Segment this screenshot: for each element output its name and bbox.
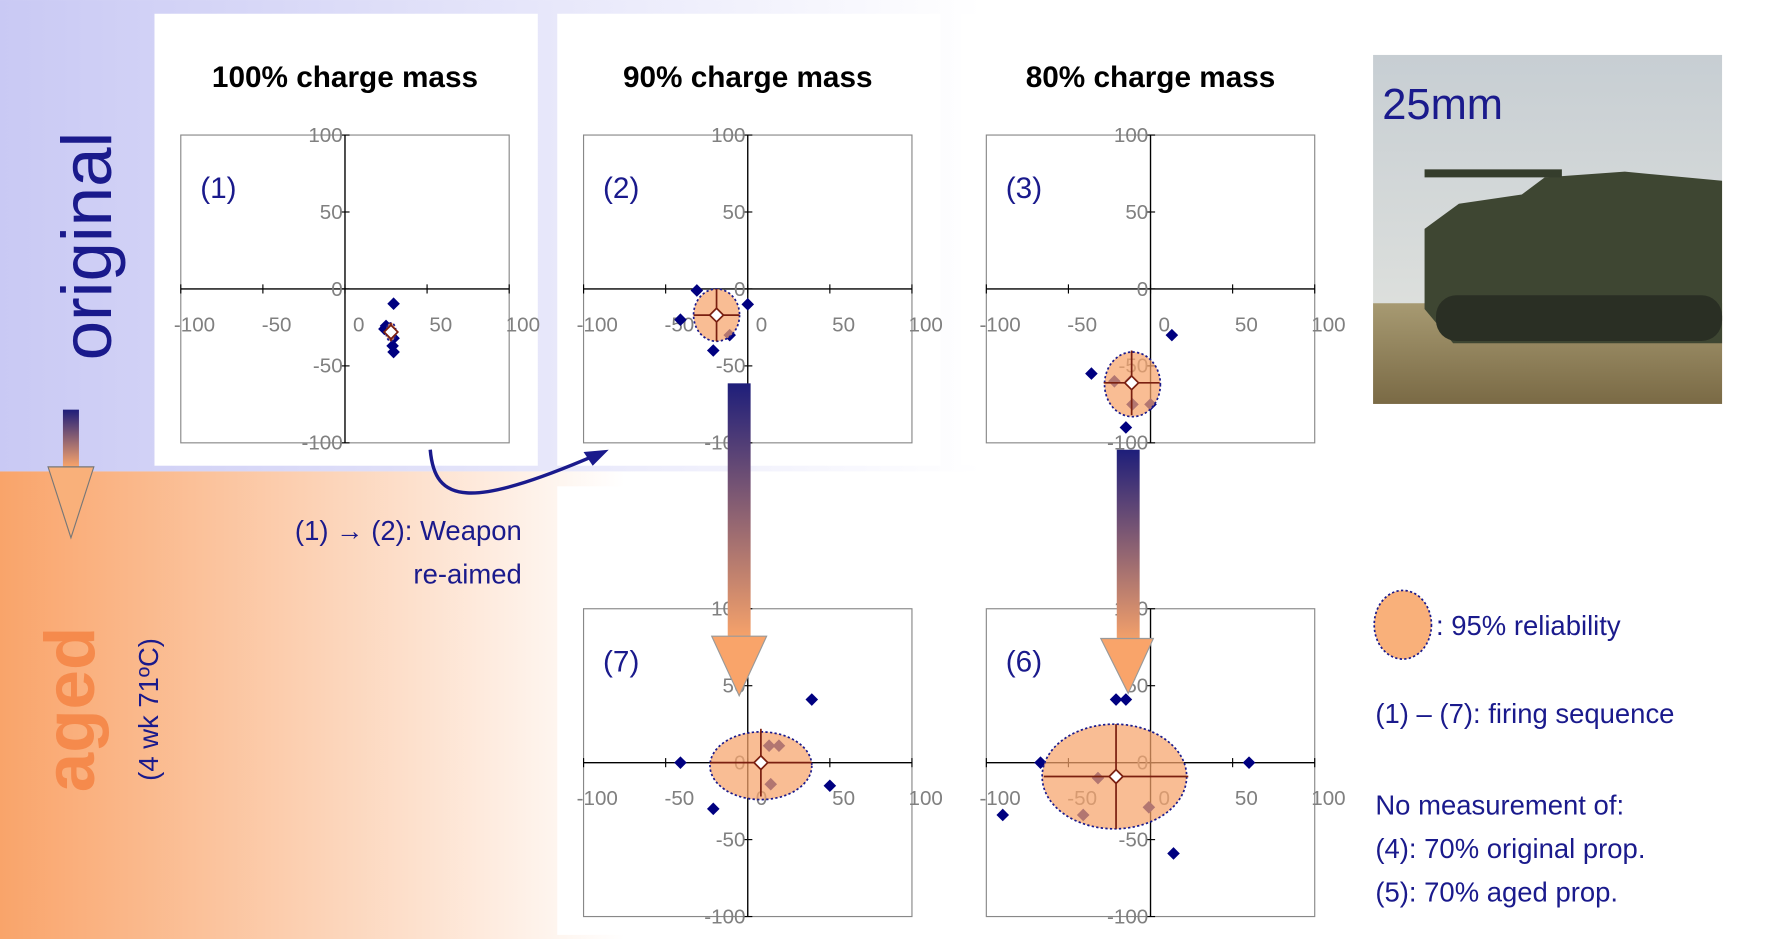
photo-label: 25mm: [1382, 81, 1503, 129]
x-tick-label: 100: [1311, 313, 1345, 336]
x-tick-label: -50: [262, 313, 292, 336]
x-tick-label: -50: [1067, 313, 1097, 336]
y-tick-label: 100: [308, 124, 342, 147]
annotation: (3): [1006, 172, 1042, 205]
arrow: [63, 410, 79, 467]
arrow: [728, 383, 751, 640]
y-tick-label: -50: [716, 828, 746, 851]
x-tick-label: -100: [577, 313, 618, 336]
legend-text: : 95% reliability: [1436, 610, 1621, 641]
y-tick-label: -50: [313, 355, 343, 378]
annotation: (7): [603, 646, 639, 679]
note-text: No measurement of:: [1375, 790, 1624, 821]
y-tick-label: -100: [302, 432, 343, 455]
y-tick-label: -100: [704, 905, 745, 928]
x-tick-label: 100: [506, 313, 540, 336]
chart-title: 90% charge mass: [623, 61, 873, 94]
x-tick-label: 100: [1311, 787, 1345, 810]
y-tick-label: 100: [1114, 124, 1148, 147]
x-tick-label: 50: [1235, 787, 1258, 810]
reaim-text: (1) → (2): Weapon: [295, 515, 522, 546]
arrow: [1117, 450, 1140, 645]
x-tick-label: -100: [979, 787, 1020, 810]
legend-ellipse: [1374, 590, 1431, 659]
note-text: (5): 70% aged prop.: [1375, 877, 1618, 908]
x-tick-label: 100: [909, 787, 943, 810]
y-tick-label: -50: [716, 355, 746, 378]
x-tick-label: 100: [909, 313, 943, 336]
x-tick-label: 50: [832, 787, 855, 810]
x-tick-label: -50: [665, 787, 695, 810]
y-tick-label: -50: [1118, 828, 1148, 851]
y-tick-label: 50: [723, 201, 746, 224]
y-tick-label: 50: [320, 201, 343, 224]
annotation: (1): [200, 172, 236, 205]
label-aged-note: (4 wk 71ºC): [133, 638, 164, 781]
slide: original aged (4 wk 71ºC) (1) → (2): Wea…: [0, 0, 1785, 939]
x-tick-label: -100: [577, 787, 618, 810]
y-tick-label: 50: [1125, 201, 1148, 224]
panel: [961, 486, 1344, 935]
x-tick-label: -100: [979, 313, 1020, 336]
y-tick-label: 0: [331, 278, 342, 301]
y-tick-label: 0: [1137, 278, 1148, 301]
page: {"slide":{"original":"original","aged":"…: [0, 0, 1785, 939]
photo-tracks: [1436, 295, 1722, 341]
photo-gun: [1425, 169, 1562, 177]
x-tick-label: 50: [429, 313, 452, 336]
chart-title: 80% charge mass: [1026, 61, 1276, 94]
x-tick-label: -100: [174, 313, 215, 336]
x-tick-label: 0: [756, 313, 767, 336]
chart-title: 100% charge mass: [212, 61, 478, 94]
y-tick-label: 0: [734, 278, 745, 301]
y-tick-label: -100: [1107, 905, 1148, 928]
x-tick-label: 0: [353, 313, 364, 336]
label-aged: aged: [31, 627, 110, 793]
label-original: original: [48, 132, 127, 361]
annotation: (2): [603, 172, 639, 205]
annotation: (6): [1006, 646, 1042, 679]
sequence-text: (1) – (7): firing sequence: [1375, 698, 1674, 729]
x-tick-label: 50: [832, 313, 855, 336]
x-tick-label: 50: [1235, 313, 1258, 336]
reaim-text: re-aimed: [413, 559, 521, 590]
note-text: (4): 70% original prop.: [1375, 833, 1645, 864]
y-tick-label: 100: [711, 124, 745, 147]
